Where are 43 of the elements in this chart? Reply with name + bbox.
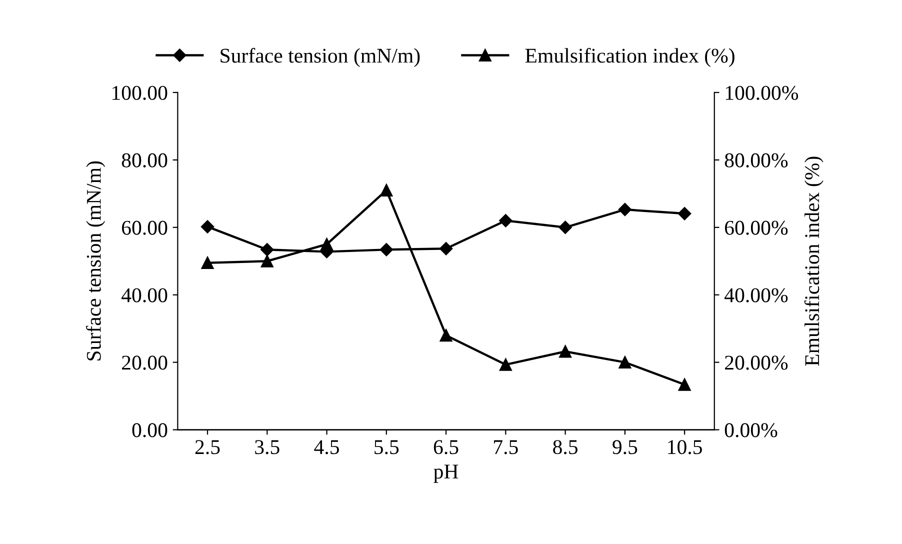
y2-tick-label: 40.00% [724, 288, 788, 302]
point [559, 345, 572, 358]
y2-tick-label: 0.00% [724, 423, 778, 438]
y2-tick-label: 20.00% [725, 356, 788, 370]
y2-axis-title: Emulsification index (%) [804, 156, 824, 366]
point [440, 329, 452, 342]
x-tick-label: 6.5 [434, 440, 458, 454]
x-tick-label: 3.5 [255, 440, 280, 454]
x-tick-label: 2.5 [195, 440, 220, 454]
x-tick-label: 5.5 [374, 440, 399, 454]
y-tick-label: 80.00 [122, 153, 168, 168]
point [678, 206, 692, 220]
point [618, 356, 632, 369]
point [380, 243, 393, 256]
y-tick-label: 40.00 [122, 288, 168, 302]
y-tick-label: 0.00 [132, 423, 168, 438]
x-tick-label: 8.5 [553, 440, 578, 454]
point [320, 238, 334, 251]
x-tick-label: 4.5 [314, 440, 339, 454]
point [558, 220, 572, 234]
y2-tick-label: 100.00% [726, 86, 798, 100]
y-tick-label: 20.00 [122, 356, 168, 370]
x-tick-label: 10.5 [668, 440, 702, 454]
point [618, 202, 632, 216]
x-tick-label: 9.5 [612, 440, 638, 454]
y2-tick-label: 60.00% [725, 220, 788, 235]
legend-label: Emulsification index (%) [525, 48, 734, 67]
legend-label: Surface tension (mN/m) [220, 48, 420, 67]
y-tick-label: 60.00 [122, 220, 168, 235]
point [201, 256, 214, 270]
y2-tick-label: 80.00% [724, 153, 788, 168]
point [499, 214, 512, 228]
point [439, 242, 453, 256]
point [200, 220, 214, 234]
x-axis-title: pH [434, 464, 458, 483]
y-axis-title: Surface tension (mN/m) [86, 161, 106, 360]
point [499, 358, 512, 371]
point [260, 254, 274, 268]
point [260, 243, 274, 256]
point [678, 378, 691, 391]
y-tick-label: 100.00 [112, 86, 168, 100]
x-tick-label: 7.5 [494, 440, 518, 454]
point [380, 184, 393, 197]
